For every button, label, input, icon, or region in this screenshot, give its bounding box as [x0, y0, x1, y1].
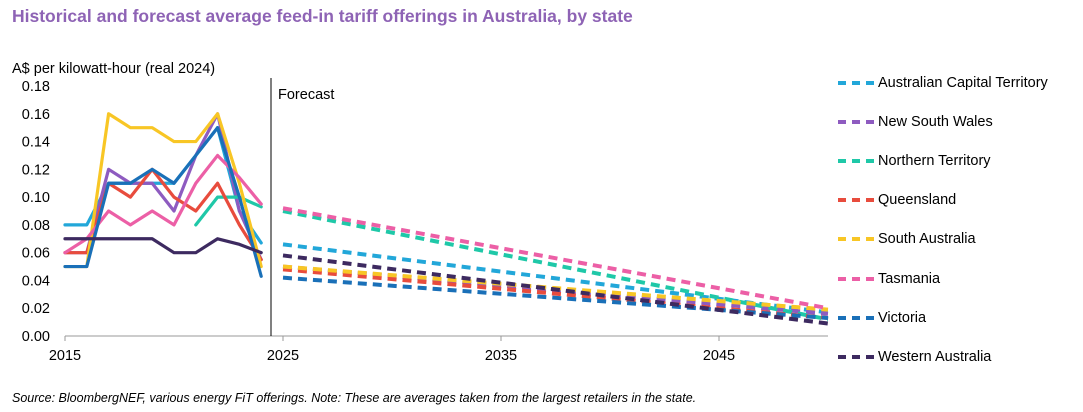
- y-tick-label: 0.14: [22, 135, 50, 151]
- legend-item: Western Australia: [838, 337, 1048, 376]
- legend-item: New South Wales: [838, 102, 1048, 141]
- forecast-label: Forecast: [278, 87, 334, 103]
- legend-label: South Australia: [878, 231, 976, 248]
- forecast-line-7: [282, 253, 829, 326]
- y-axis-ticks: 0.00 0.02 0.04 0.06 0.08 0.10 0.12 0.14 0.16 0.18: [22, 79, 50, 345]
- legend-label: Tasmania: [878, 270, 941, 287]
- legend-item: Tasmania: [838, 259, 1048, 298]
- legend-swatch: [838, 237, 874, 242]
- y-tick-label: 0.10: [22, 190, 50, 206]
- y-tick-label: 0.00: [22, 329, 50, 345]
- legend-item: South Australia: [838, 220, 1048, 259]
- legend-label: Victoria: [878, 309, 927, 326]
- x-tick-label: 2015: [49, 348, 81, 364]
- y-tick-label: 0.08: [22, 218, 50, 234]
- legend-item: Australian Capital Territory: [838, 63, 1048, 102]
- y-axis-label: A$ per kilowatt-hour (real 2024): [12, 61, 215, 77]
- x-tick-label: 2025: [267, 348, 299, 364]
- historical-line-4: [63, 112, 263, 269]
- legend-swatch: [838, 276, 874, 281]
- legend: Australian Capital Territory New South Wa…: [838, 63, 1048, 377]
- y-tick-label: 0.04: [22, 273, 50, 289]
- legend-swatch: [838, 354, 874, 359]
- x-axis-ticks: 2015 2025 2035 2045: [49, 336, 735, 364]
- historical-line-2: [194, 195, 263, 227]
- y-tick-label: 0.12: [22, 162, 50, 178]
- legend-label: Queensland: [878, 192, 957, 209]
- forecast-line-5: [282, 206, 829, 311]
- chart-title: Historical and forecast average feed-in …: [12, 6, 633, 26]
- forecast-line-2: [282, 209, 829, 322]
- legend-item: Northern Territory: [838, 141, 1048, 180]
- historical-line-3: [63, 167, 263, 262]
- historical-line-7: [63, 237, 263, 255]
- legend-label: New South Wales: [878, 113, 993, 130]
- legend-label: Northern Territory: [878, 152, 991, 169]
- y-tick-label: 0.02: [22, 301, 50, 317]
- legend-swatch: [838, 119, 874, 124]
- x-tick-label: 2035: [485, 348, 517, 364]
- legend-swatch: [838, 315, 874, 320]
- legend-swatch: [838, 198, 874, 203]
- y-tick-label: 0.16: [22, 107, 50, 123]
- legend-label: Australian Capital Territory: [878, 74, 1048, 91]
- legend-swatch: [838, 80, 874, 85]
- source-note: Source: BloombergNEF, various energy FiT…: [12, 391, 697, 405]
- legend-swatch: [838, 158, 874, 163]
- y-tick-label: 0.06: [22, 246, 50, 262]
- historical-line-6: [63, 126, 263, 278]
- legend-item: Victoria: [838, 298, 1048, 337]
- legend-item: Queensland: [838, 181, 1048, 220]
- x-tick-label: 2045: [703, 348, 735, 364]
- historical-series-group: [63, 112, 263, 278]
- legend-label: Western Australia: [878, 348, 992, 365]
- y-tick-label: 0.18: [22, 79, 50, 95]
- forecast-series-group: [282, 206, 829, 326]
